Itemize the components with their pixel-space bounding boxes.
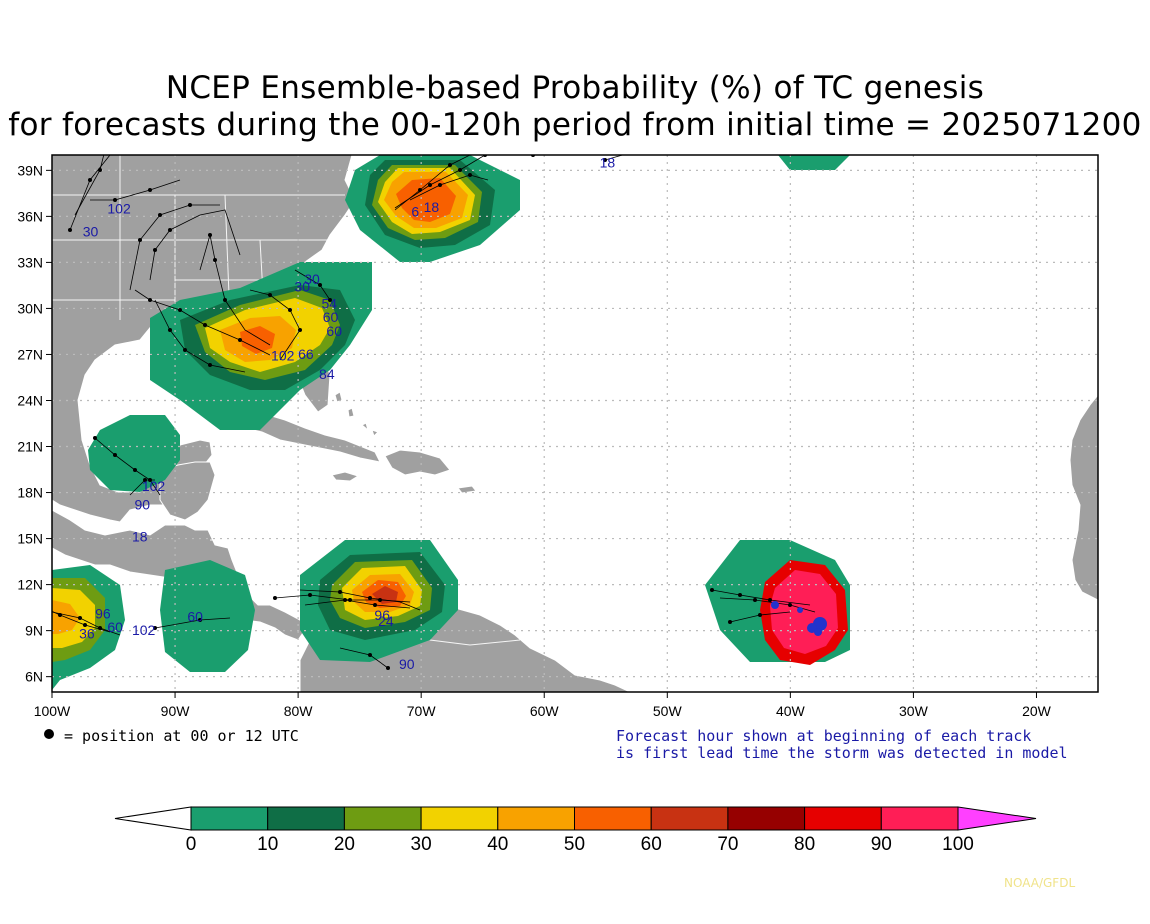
lon-tick-label: 20W <box>1022 703 1052 719</box>
track-label: 102 <box>132 622 156 638</box>
colorbar-label: 90 <box>871 834 892 855</box>
hispaniola-landmass <box>384 449 451 476</box>
colorbar-segment <box>420 806 499 831</box>
colorbar-label: 20 <box>334 834 355 855</box>
lat-tick-label: 9N <box>25 623 43 639</box>
lat-tick-label: 30N <box>17 300 43 316</box>
lon-tick-label: 70W <box>407 703 437 719</box>
colorbar-label: 40 <box>487 834 508 855</box>
colorbar-high-arrow <box>957 806 1037 831</box>
lat-tick-label: 21N <box>17 439 43 455</box>
lon-tick-label: 30W <box>899 703 929 719</box>
track-label: 18 <box>600 154 616 170</box>
colorbar-label: 100 <box>942 834 974 855</box>
colorbar-segment <box>650 806 729 831</box>
genesis-area-northeast <box>345 155 520 262</box>
forecast-note-line1: Forecast hour shown at beginning of each… <box>616 727 1032 745</box>
colorbar-label: 10 <box>257 834 278 855</box>
lat-tick-label: 18N <box>17 485 43 501</box>
track-label: 60 <box>187 608 203 624</box>
track-label: 90 <box>399 656 415 672</box>
colorbar-segment <box>574 806 652 831</box>
lon-tick-label: 80W <box>284 703 314 719</box>
lon-tick-label: 90W <box>161 703 191 719</box>
cuba-landmass <box>226 411 381 463</box>
colorbar-low-arrow <box>114 806 192 831</box>
colorbar-segment <box>880 806 959 831</box>
track-label: 84 <box>319 366 335 382</box>
track-label: 102 <box>271 348 295 364</box>
track-label: 96 <box>374 607 390 623</box>
lon-tick-label: 60W <box>530 703 560 719</box>
genesis-area-central-america <box>160 560 255 672</box>
puerto-rico-landmass <box>457 485 477 494</box>
position-marker-icon <box>44 729 54 739</box>
colorbar-label: 60 <box>641 834 662 855</box>
track-label: 60 <box>323 309 339 325</box>
genesis-area-yucatan <box>88 415 180 492</box>
colorbar-label: 0 <box>186 834 197 855</box>
track-label: 36 <box>79 625 95 641</box>
map-title-line1: NCEP Ensemble-based Probability (%) of T… <box>165 70 985 106</box>
map-frame <box>51 154 1099 693</box>
map-axes: 100W 90W 80W 70W 60W 50W 40W 30W 20W 39N 36N 33N 30N… <box>17 162 1051 719</box>
track-label: 18 <box>132 529 148 545</box>
colorbar-label: 70 <box>717 834 738 855</box>
colorbar-segment <box>343 806 422 831</box>
credit-text: NOAA/GFDL <box>1004 876 1076 890</box>
track-label: 30 <box>304 271 320 287</box>
track-label: 6 <box>411 203 419 219</box>
colorbar-segment <box>190 806 269 831</box>
lat-tick-label: 24N <box>17 392 43 408</box>
map-title-line2: for forecasts during the 00-120h period … <box>8 107 1142 143</box>
track-label: 60 <box>107 619 123 635</box>
genesis-area-eastern-pacific <box>52 565 125 690</box>
jamaica-landmass <box>331 471 360 482</box>
track-label: 54 <box>321 295 337 311</box>
track-label: 30 <box>294 279 310 295</box>
track-positions <box>58 155 792 670</box>
yucatan-landmass <box>159 461 216 521</box>
colorbar-segment <box>267 806 345 831</box>
track-label: 60 <box>326 323 342 339</box>
genesis-area-north-atlantic <box>778 155 850 170</box>
track-label: 102 <box>107 200 131 216</box>
lon-tick-label: 100W <box>34 703 71 719</box>
africa-landmass <box>1069 394 1098 601</box>
position-legend-text: = position at 00 or 12 UTC <box>64 727 299 745</box>
track-label: 18 <box>424 199 440 215</box>
track-label: 96 <box>95 605 111 621</box>
track-label: 30 <box>83 223 99 239</box>
lat-tick-label: 39N <box>17 162 43 178</box>
colorbar-label: 50 <box>564 834 585 855</box>
colorbar-segment <box>497 806 575 831</box>
lat-tick-label: 27N <box>17 346 43 362</box>
colorbar-segment <box>804 806 882 831</box>
lon-tick-label: 50W <box>653 703 683 719</box>
lon-tick-label: 40W <box>776 703 806 719</box>
track-label: 24 <box>378 613 394 629</box>
forecast-note-line2: is first lead time the storm was detecte… <box>616 744 1068 762</box>
bahamas-islands <box>334 391 379 437</box>
track-label: 66 <box>298 346 314 362</box>
genesis-start-markers <box>771 601 827 636</box>
colorbar-label: 30 <box>411 834 432 855</box>
probability-colorbar: 0 10 20 30 40 50 60 70 80 90 100 <box>114 806 1037 855</box>
lat-tick-label: 33N <box>17 254 43 270</box>
lat-tick-label: 12N <box>17 577 43 593</box>
colorbar-segment <box>727 806 806 831</box>
track-label: 90 <box>134 496 150 512</box>
lat-tick-label: 15N <box>17 531 43 547</box>
genesis-area-gulf <box>150 262 372 430</box>
lat-tick-label: 36N <box>17 208 43 224</box>
track-label: 102 <box>142 478 166 494</box>
colorbar-label: 80 <box>794 834 815 855</box>
lat-tick-label: 6N <box>25 669 43 685</box>
